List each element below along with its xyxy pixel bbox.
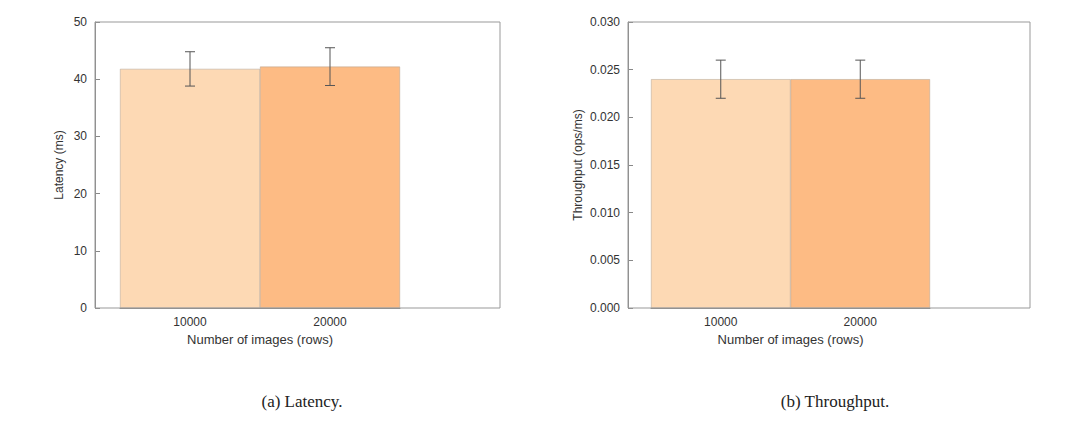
svg-text:10: 10	[74, 244, 88, 258]
svg-text:(a) Latency.: (a) Latency.	[261, 392, 342, 411]
svg-text:0.000: 0.000	[590, 301, 620, 315]
svg-text:40: 40	[74, 72, 88, 86]
svg-text:0.020: 0.020	[590, 110, 620, 124]
svg-text:10000: 10000	[173, 315, 207, 329]
svg-text:(b) Throughput.: (b) Throughput.	[781, 392, 889, 411]
svg-text:30: 30	[74, 129, 88, 143]
svg-text:Number of images (rows): Number of images (rows)	[718, 332, 864, 347]
svg-text:0.030: 0.030	[590, 15, 620, 29]
svg-text:Throughput (ops/ms): Throughput (ops/ms)	[571, 109, 585, 220]
svg-text:0: 0	[80, 301, 87, 315]
svg-text:20: 20	[74, 187, 88, 201]
svg-text:0.010: 0.010	[590, 206, 620, 220]
svg-text:0.015: 0.015	[590, 158, 620, 172]
svg-text:0.005: 0.005	[590, 253, 620, 267]
svg-text:20000: 20000	[844, 315, 878, 329]
svg-text:50: 50	[74, 15, 88, 29]
svg-text:Number of images (rows): Number of images (rows)	[187, 332, 333, 347]
svg-text:0.025: 0.025	[590, 63, 620, 77]
svg-text:Latency (ms): Latency (ms)	[52, 130, 66, 199]
svg-text:20000: 20000	[313, 315, 347, 329]
svg-text:10000: 10000	[704, 315, 738, 329]
